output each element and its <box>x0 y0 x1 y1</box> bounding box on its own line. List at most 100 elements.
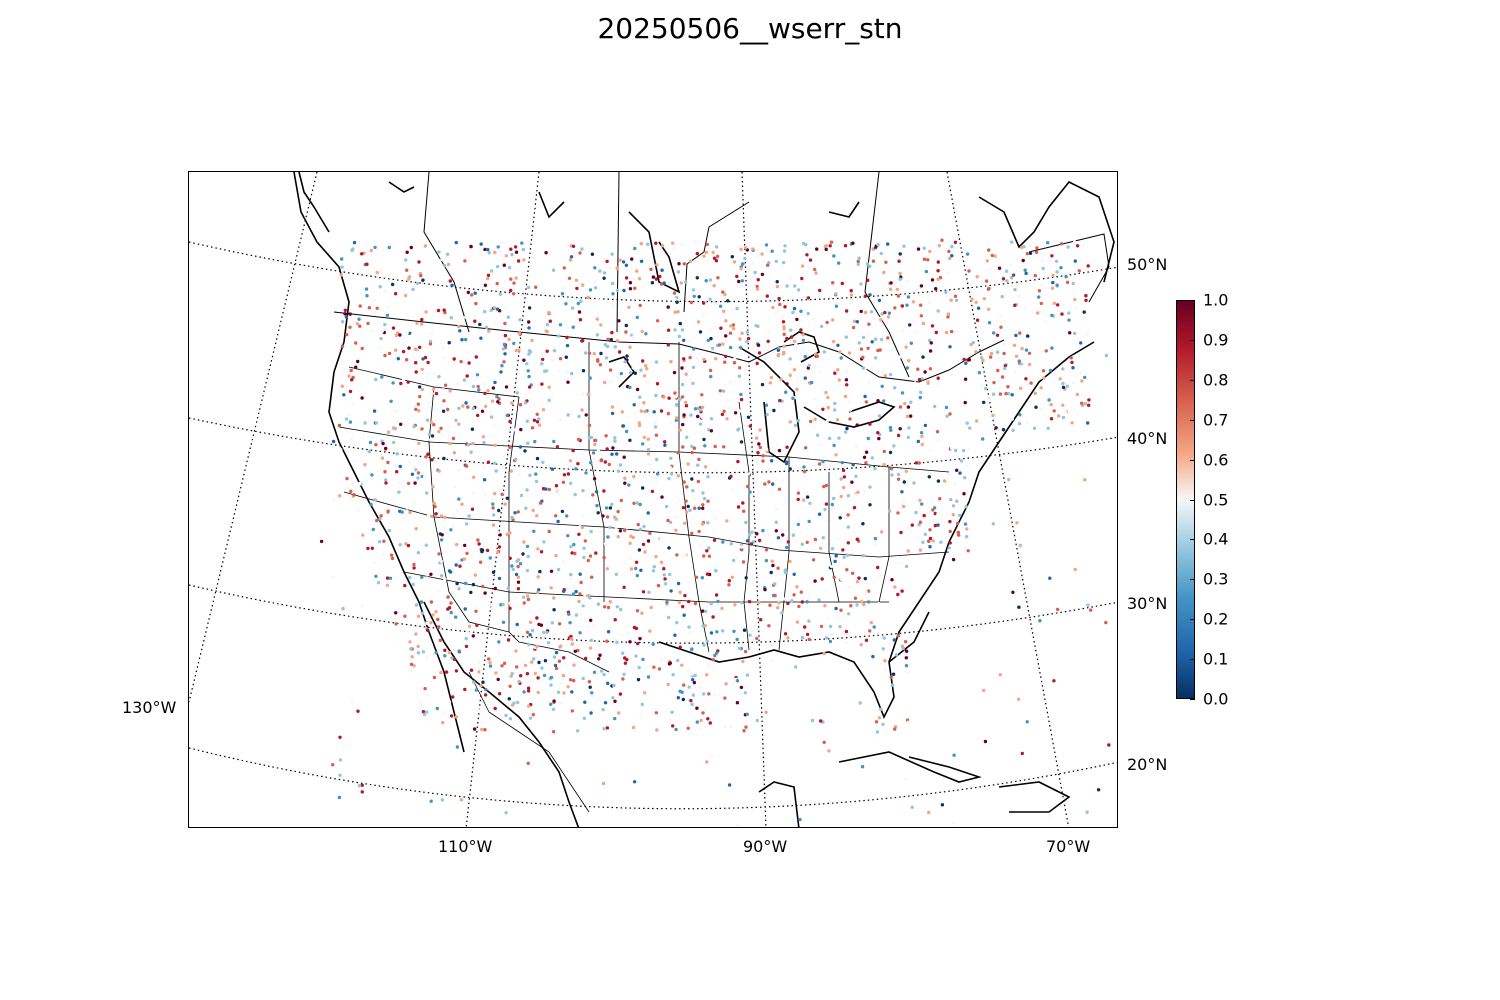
station-dot <box>619 607 623 612</box>
station-dot <box>867 589 871 593</box>
station-dot <box>775 443 780 448</box>
station-dot <box>805 632 810 637</box>
station-dot <box>348 312 352 316</box>
station-dot <box>541 460 545 464</box>
station-dot <box>782 332 786 336</box>
station-dot <box>608 368 613 372</box>
station-dot <box>829 240 834 244</box>
station-dot <box>893 386 897 390</box>
station-dot <box>627 624 631 628</box>
station-dot <box>615 605 620 609</box>
station-dot <box>687 685 691 689</box>
station-dot <box>695 251 699 256</box>
station-dot <box>673 328 677 332</box>
station-dot <box>834 554 838 558</box>
station-dot <box>844 430 848 434</box>
station-dot <box>499 370 503 374</box>
station-dot <box>424 576 429 580</box>
map-panel[interactable] <box>188 171 1118 828</box>
station-dot <box>904 649 909 653</box>
station-dot <box>761 528 765 533</box>
station-dot <box>570 411 574 415</box>
station-dot <box>1066 245 1070 249</box>
station-dot <box>601 514 605 518</box>
station-dot <box>785 445 789 449</box>
station-dot <box>454 418 458 422</box>
station-dot <box>615 339 620 343</box>
station-dot <box>922 246 926 250</box>
station-dot <box>1067 318 1071 322</box>
station-dot <box>508 606 512 611</box>
station-dot <box>343 308 347 312</box>
station-dot <box>684 280 688 284</box>
station-dot <box>785 336 789 341</box>
station-dot <box>527 385 532 389</box>
station-dot <box>919 431 924 435</box>
station-dot <box>654 711 658 715</box>
station-dot <box>530 426 535 430</box>
station-dot <box>896 477 901 481</box>
station-dot <box>742 729 746 733</box>
station-dot <box>553 663 558 668</box>
station-dot <box>896 511 900 515</box>
station-dot <box>708 328 712 332</box>
station-dot <box>982 297 986 301</box>
station-dot <box>1051 440 1056 444</box>
station-dot <box>593 442 597 447</box>
station-dot <box>706 702 710 706</box>
station-dot <box>480 727 484 732</box>
station-dot <box>394 611 398 615</box>
station-dot <box>651 275 656 279</box>
station-dot <box>669 421 674 425</box>
station-dot <box>763 587 767 592</box>
station-dot <box>659 536 663 540</box>
station-dot <box>678 590 682 594</box>
station-dot <box>703 444 707 448</box>
station-dot <box>860 765 865 769</box>
station-dot <box>592 477 597 481</box>
station-dot <box>622 585 626 589</box>
station-dot <box>857 341 861 345</box>
station-dot <box>419 701 423 705</box>
station-dot <box>721 290 725 294</box>
station-dot <box>745 539 750 543</box>
station-dot <box>532 418 537 422</box>
station-dot <box>578 592 582 596</box>
station-dot <box>561 673 566 678</box>
station-dot <box>859 643 863 647</box>
station-dot <box>568 678 573 682</box>
station-dot <box>507 337 511 342</box>
station-dot <box>693 403 698 407</box>
station-dot <box>1046 241 1050 245</box>
station-dot <box>490 415 494 419</box>
station-dot <box>870 340 874 344</box>
station-dot <box>802 469 807 474</box>
station-dot <box>689 300 694 305</box>
station-dot <box>388 576 393 580</box>
station-dot <box>863 310 868 315</box>
station-dot <box>756 343 761 347</box>
station-dot <box>618 258 622 262</box>
station-dot <box>577 599 581 604</box>
station-dot <box>537 622 541 627</box>
station-dot <box>666 518 670 523</box>
station-dot <box>844 641 848 645</box>
station-dot <box>465 551 469 556</box>
station-dot <box>654 554 658 559</box>
station-dot <box>417 441 421 446</box>
station-dot <box>560 509 565 514</box>
station-dot <box>838 625 842 629</box>
station-dot <box>508 419 512 424</box>
station-dot <box>639 241 643 246</box>
station-dot <box>488 603 492 607</box>
station-dot <box>387 245 391 250</box>
station-dot <box>967 269 971 273</box>
station-dot <box>1024 420 1029 425</box>
station-dot <box>487 251 491 255</box>
map-canvas[interactable] <box>189 172 1118 828</box>
station-dot <box>955 468 959 472</box>
station-dot <box>985 259 989 263</box>
station-dot <box>412 424 416 429</box>
station-dot <box>458 564 462 568</box>
station-dot <box>666 343 670 347</box>
